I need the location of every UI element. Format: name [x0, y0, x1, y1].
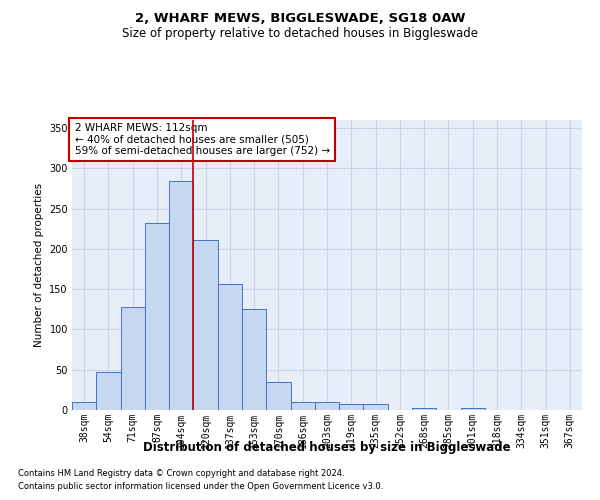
Bar [412, 408, 436, 410]
Bar [315, 402, 339, 410]
Bar [461, 408, 485, 410]
Text: Contains HM Land Registry data © Crown copyright and database right 2024.: Contains HM Land Registry data © Crown c… [18, 468, 344, 477]
Bar [121, 307, 145, 410]
Bar [169, 181, 193, 410]
Text: 2 WHARF MEWS: 112sqm
← 40% of detached houses are smaller (505)
59% of semi-deta: 2 WHARF MEWS: 112sqm ← 40% of detached h… [74, 123, 329, 156]
Bar [218, 284, 242, 410]
Bar [339, 404, 364, 410]
Text: Distribution of detached houses by size in Biggleswade: Distribution of detached houses by size … [143, 441, 511, 454]
Bar [242, 308, 266, 410]
Bar [364, 404, 388, 410]
Text: 2, WHARF MEWS, BIGGLESWADE, SG18 0AW: 2, WHARF MEWS, BIGGLESWADE, SG18 0AW [135, 12, 465, 26]
Bar [145, 223, 169, 410]
Y-axis label: Number of detached properties: Number of detached properties [34, 183, 44, 347]
Bar [266, 382, 290, 410]
Bar [96, 372, 121, 410]
Text: Size of property relative to detached houses in Biggleswade: Size of property relative to detached ho… [122, 28, 478, 40]
Bar [290, 402, 315, 410]
Text: Contains public sector information licensed under the Open Government Licence v3: Contains public sector information licen… [18, 482, 383, 491]
Bar [193, 240, 218, 410]
Bar [72, 402, 96, 410]
